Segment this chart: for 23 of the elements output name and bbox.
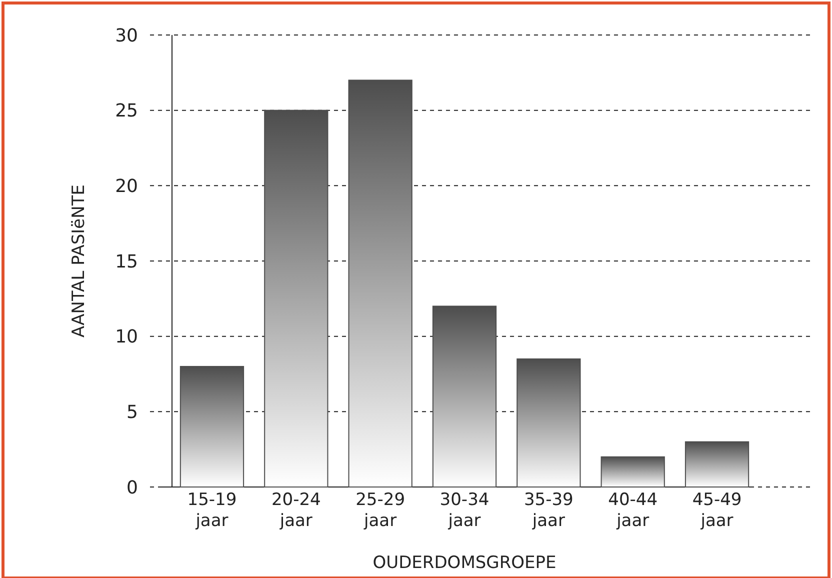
y-tick-label: 25 [115,100,138,122]
bar [264,110,328,488]
x-tick-label: 40-44 jaar [608,490,658,531]
y-tick-label: 15 [115,251,138,272]
bar [600,456,665,488]
x-tick-label: 15-19 jaar [187,490,237,531]
x-tick-label: 25-29 jaar [356,490,406,531]
y-tick-label: 10 [115,326,138,348]
bar [516,358,581,488]
bar [684,441,750,488]
y-tick-label: 30 [115,25,138,46]
y-tick-label: 5 [126,402,138,423]
x-tick-label: 30-34 jaar [440,490,490,531]
x-tick-label: 35-39 jaar [524,490,574,531]
x-tick-label: 45-49 jaar [692,490,742,531]
y-tick-label: 20 [115,176,138,197]
x-axis-title: OUDERDOMSGROEPE [372,553,556,573]
bar [180,366,244,488]
y-axis-title: AANTAL PASIëNTE [69,184,89,338]
bar [432,306,497,488]
y-tick-label: 0 [126,477,138,498]
x-tick-label: 20-24 jaar [271,490,321,531]
bar [348,80,412,488]
